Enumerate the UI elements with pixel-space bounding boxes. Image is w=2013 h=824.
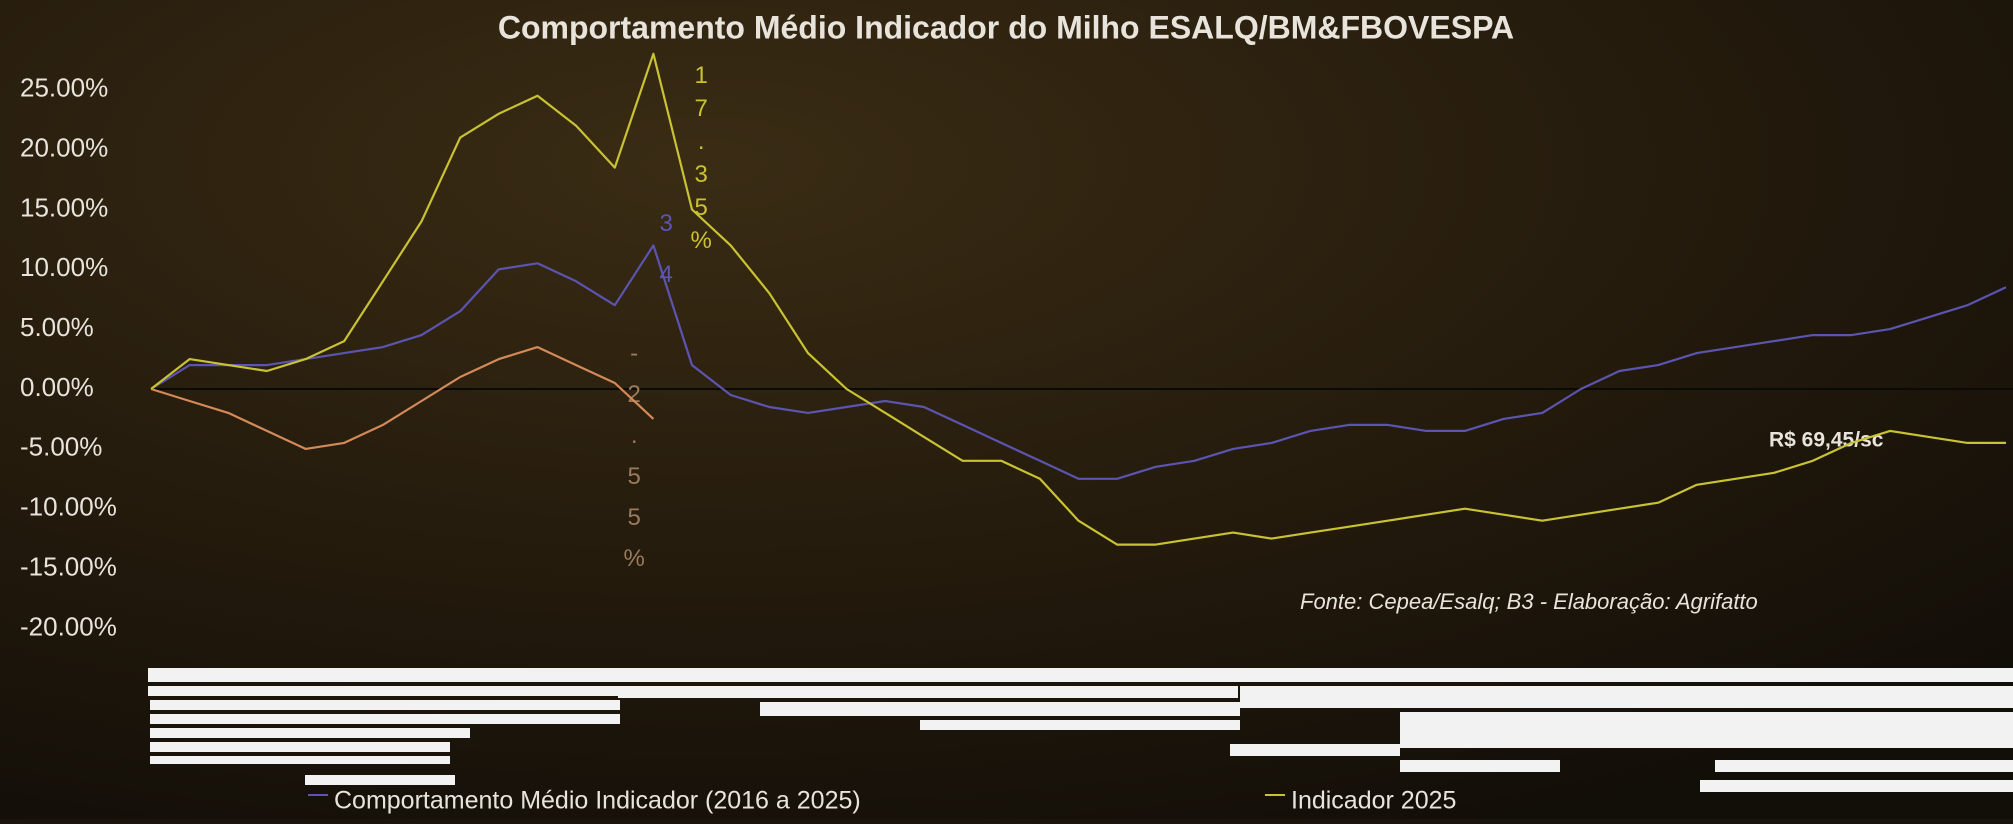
x-axis-label-noise: [148, 668, 2013, 792]
y-tick-label: 5.00%: [20, 312, 94, 342]
low-annotation: -2.55%: [621, 340, 648, 586]
legend-label: Comportamento Médio Indicador (2016 a 20…: [334, 787, 861, 815]
y-tick-label: -5.00%: [20, 432, 102, 462]
series-line: [150, 52, 2006, 546]
peak-annotation: 17.35%: [688, 62, 715, 260]
series-line: [150, 244, 2007, 480]
y-tick-label: -15.00%: [20, 551, 117, 581]
y-tick-label: -10.00%: [20, 492, 117, 522]
y-tick-label: 20.00%: [20, 132, 108, 162]
y-tick-label: 25.00%: [20, 73, 108, 103]
source-note: Fonte: Cepea/Esalq; B3 - Elaboração: Agr…: [1300, 589, 1758, 614]
y-tick-label: 15.00%: [20, 192, 108, 222]
y-tick-label: -20.00%: [20, 611, 117, 641]
series-line: [150, 346, 655, 450]
chart-title: Comportamento Médio Indicador do Milho E…: [498, 9, 1514, 45]
y-tick-label: 10.00%: [20, 252, 108, 282]
peak-annotation: 34: [653, 210, 680, 312]
legend-label: Indicador 2025: [1291, 787, 1456, 815]
y-tick-label: 0.00%: [20, 372, 94, 402]
price-annotation: R$ 69,45/sc: [1769, 429, 1884, 452]
